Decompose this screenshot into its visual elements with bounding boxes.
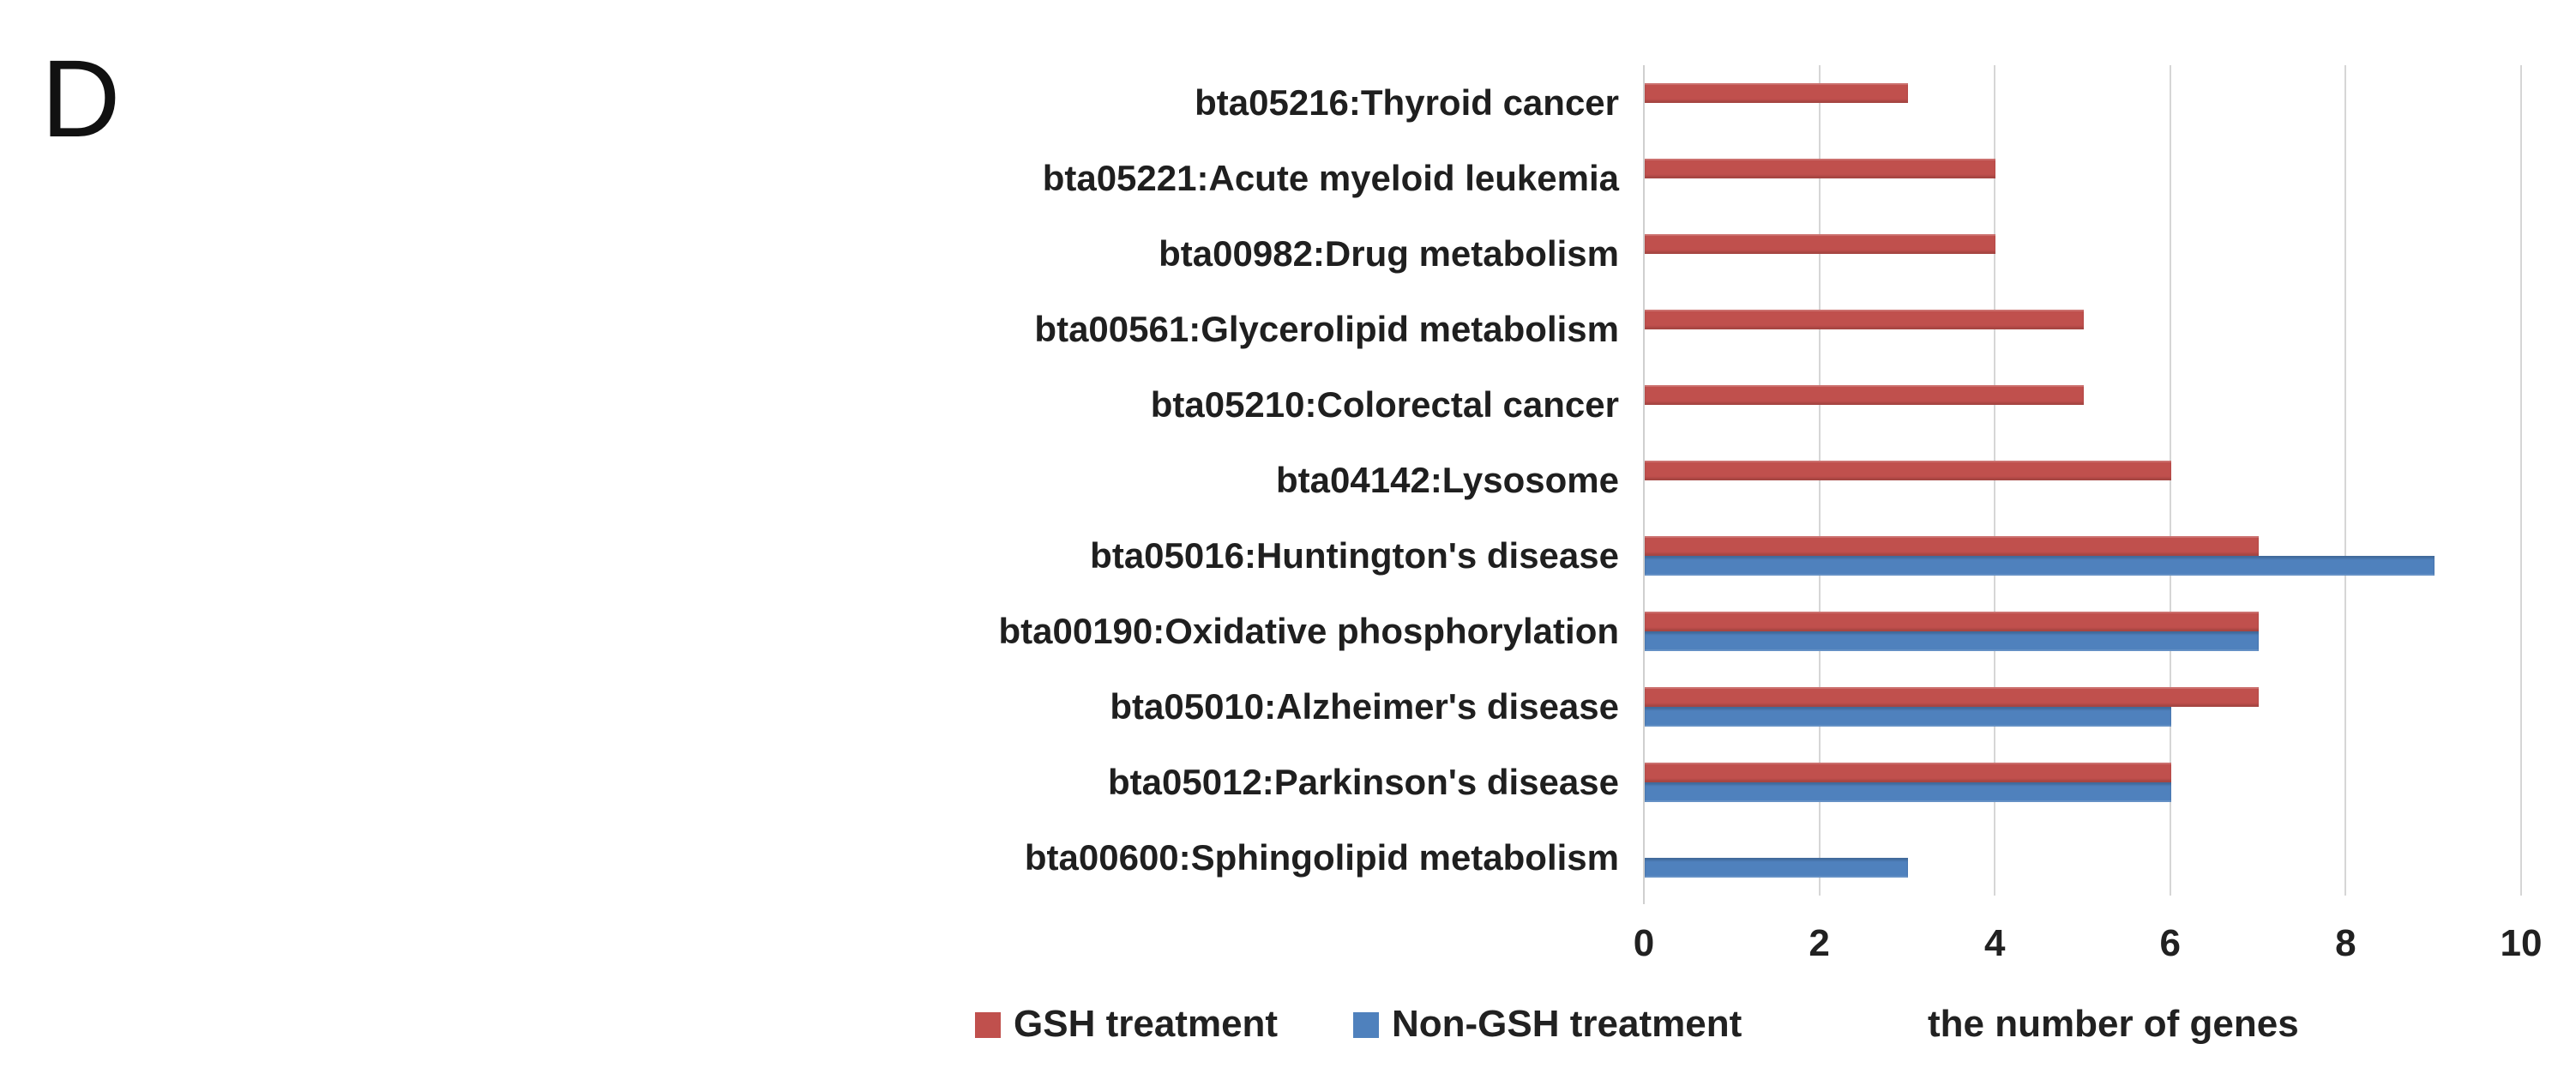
category-label: bta00190:Oxidative phosphorylation [998, 611, 1619, 651]
bar-gsh-treatment [1645, 612, 2260, 631]
category-label: bta05210:Colorectal cancer [1150, 384, 1619, 425]
x-tick-label: 0 [1633, 922, 1655, 964]
bar-gsh-treatment [1645, 159, 1996, 178]
y-axis-line [1643, 65, 1645, 904]
bar-gsh-treatment [1645, 385, 2084, 405]
legend-swatch-gsh-icon [975, 1012, 1001, 1038]
x-tick-label: 6 [2159, 922, 2182, 964]
bar-gsh-treatment [1645, 83, 1908, 103]
bar-gsh-treatment [1645, 763, 2171, 782]
bar-non-gsh-treatment [1645, 631, 2260, 651]
bar-gsh-treatment [1645, 461, 2171, 480]
bar-gsh-treatment [1645, 234, 1996, 254]
legend-swatch-non-gsh-icon [1353, 1012, 1379, 1038]
bar-non-gsh-treatment [1645, 858, 1908, 878]
bar-gsh-treatment [1645, 310, 2084, 329]
category-label: bta00561:Glycerolipid metabolism [1034, 309, 1619, 349]
x-tick-label: 10 [2500, 922, 2543, 964]
gridline [2344, 65, 2347, 896]
panel-label: D [41, 38, 121, 160]
bar-non-gsh-treatment [1645, 556, 2435, 576]
bar-gsh-treatment [1645, 687, 2260, 707]
category-label: bta05216:Thyroid cancer [1195, 82, 1619, 123]
legend-label-non-gsh: Non-GSH treatment [1392, 1003, 1742, 1045]
gridline [1994, 65, 1996, 896]
category-label: bta00600:Sphingolipid metabolism [1024, 837, 1619, 878]
bar-non-gsh-treatment [1645, 782, 2171, 802]
x-tick-label: 8 [2335, 922, 2356, 964]
legend-label-gsh: GSH treatment [1014, 1003, 1279, 1045]
x-tick-label: 2 [1809, 922, 1830, 964]
bar-non-gsh-treatment [1645, 707, 2171, 727]
category-label: bta04142:Lysosome [1276, 460, 1619, 500]
x-axis-caption: the number of genes [1928, 1003, 2299, 1045]
category-label: bta00982:Drug metabolism [1159, 233, 1619, 274]
x-tick-label: 4 [1983, 922, 2006, 964]
category-label: bta05221:Acute myeloid leukemia [1042, 158, 1619, 198]
category-label: bta05010:Alzheimer's disease [1110, 686, 1619, 727]
gridline [2169, 65, 2171, 896]
gridline [2520, 65, 2522, 896]
gridline [1818, 65, 1821, 896]
bar-gsh-treatment [1645, 536, 2260, 556]
category-label: bta05016:Huntington's disease [1090, 535, 1619, 576]
category-label: bta05012:Parkinson's disease [1108, 762, 1619, 802]
